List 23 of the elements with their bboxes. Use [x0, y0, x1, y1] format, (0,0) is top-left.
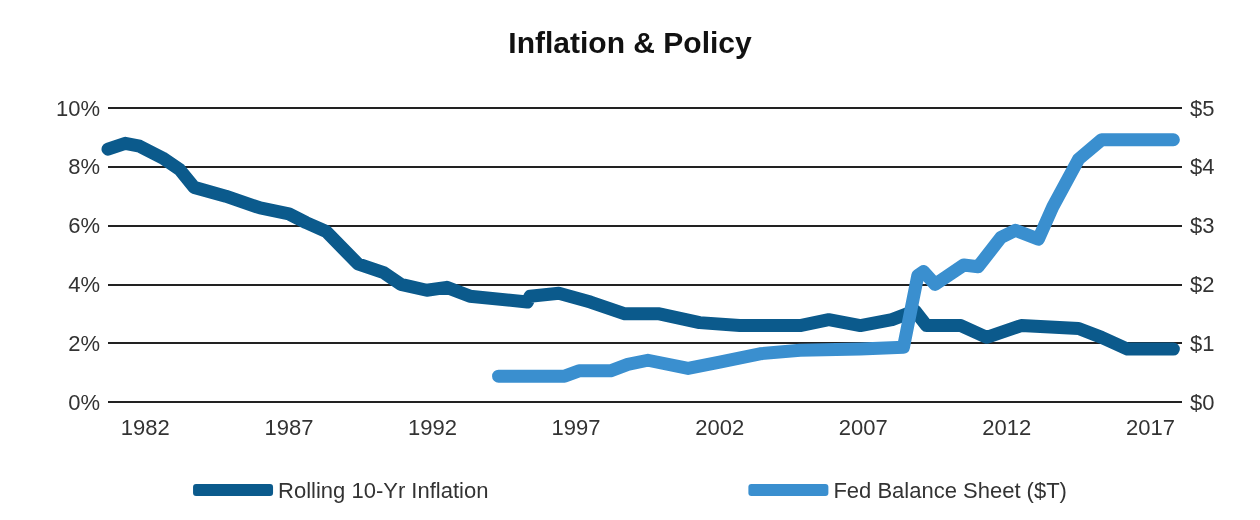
y-tick-label: 10%	[55, 95, 100, 121]
y2-tick-label: $5	[1190, 95, 1215, 121]
chart-title: Inflation & Policy	[508, 25, 752, 59]
legend-label: Rolling 10-Yr Inflation	[278, 477, 489, 503]
x-tick-label: 1997	[551, 414, 601, 440]
x-tick-label: 2002	[695, 414, 745, 440]
legend-label: Fed Balance Sheet ($T)	[833, 477, 1067, 503]
x-tick-label: 2012	[982, 414, 1032, 440]
y-tick-label: 0%	[68, 389, 100, 415]
y2-tick-label: $1	[1190, 330, 1215, 356]
x-tick-label: 1987	[264, 414, 314, 440]
x-tick-label: 1982	[120, 414, 170, 440]
y-tick-label: 2%	[68, 330, 100, 356]
y-tick-label: 8%	[68, 154, 100, 180]
x-tick-label: 1992	[408, 414, 457, 440]
y-tick-label: 6%	[68, 213, 100, 239]
y2-tick-label: $0	[1190, 389, 1215, 415]
y2-tick-label: $3	[1190, 213, 1215, 239]
x-tick-label: 2007	[838, 414, 888, 440]
y2-tick-label: $2	[1190, 271, 1215, 297]
x-tick-label: 2017	[1125, 414, 1175, 440]
y2-tick-label: $4	[1190, 154, 1215, 180]
y-tick-label: 4%	[68, 271, 100, 297]
